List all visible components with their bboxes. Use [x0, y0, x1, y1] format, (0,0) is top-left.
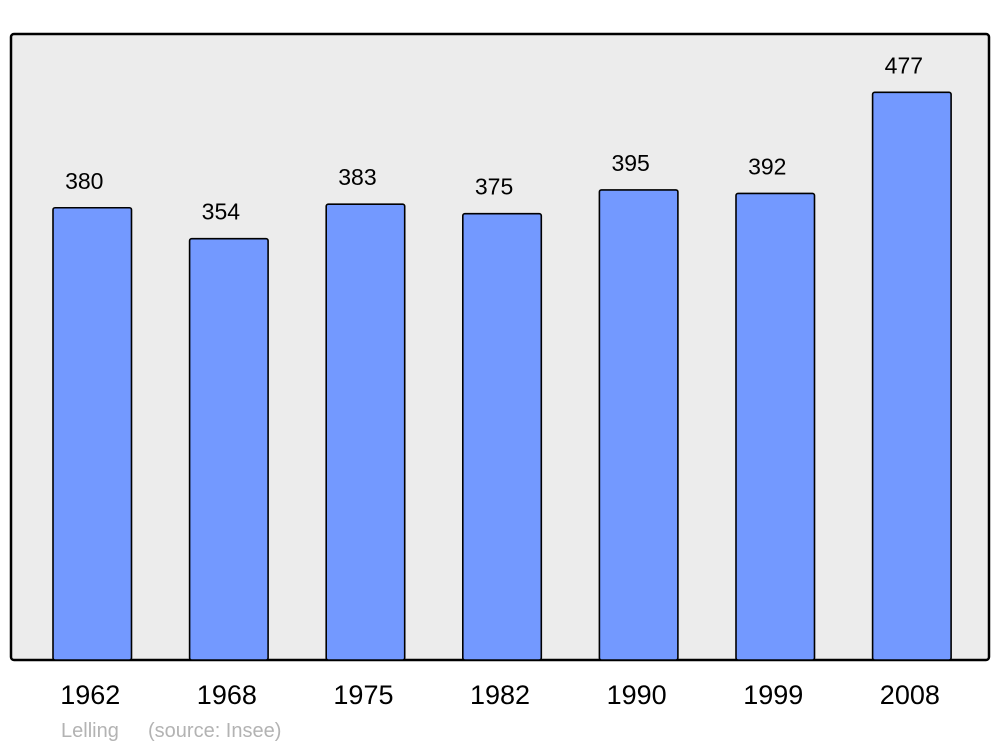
source-note: (source: Insee)	[148, 720, 281, 742]
data-label-1968: 354	[202, 199, 241, 225]
x-tick-label-1968: 1968	[197, 680, 257, 710]
x-tick-label-1975: 1975	[333, 680, 393, 710]
bar-1982	[461, 212, 543, 661]
data-label-1990: 395	[611, 150, 649, 176]
x-tick-label-1962: 1962	[60, 680, 120, 710]
data-label-1975: 383	[338, 164, 376, 190]
place-name: Lelling	[61, 720, 119, 742]
bar-1999	[735, 192, 816, 661]
x-tick-label-1990: 1990	[607, 680, 667, 710]
x-tick-label-1999: 1999	[743, 680, 803, 710]
data-label-1999: 392	[748, 153, 786, 179]
data-label-1962: 380	[65, 168, 103, 194]
data-label-1982: 375	[475, 174, 513, 200]
bar-1968	[188, 237, 269, 661]
bar-1962	[52, 206, 133, 661]
bar-1990	[598, 189, 679, 661]
bar-1975	[325, 203, 406, 661]
data-label-2008: 477	[885, 52, 923, 78]
bar-2008	[871, 91, 952, 661]
x-tick-label-2008: 2008	[880, 680, 940, 710]
x-tick-label-1982: 1982	[470, 680, 530, 710]
